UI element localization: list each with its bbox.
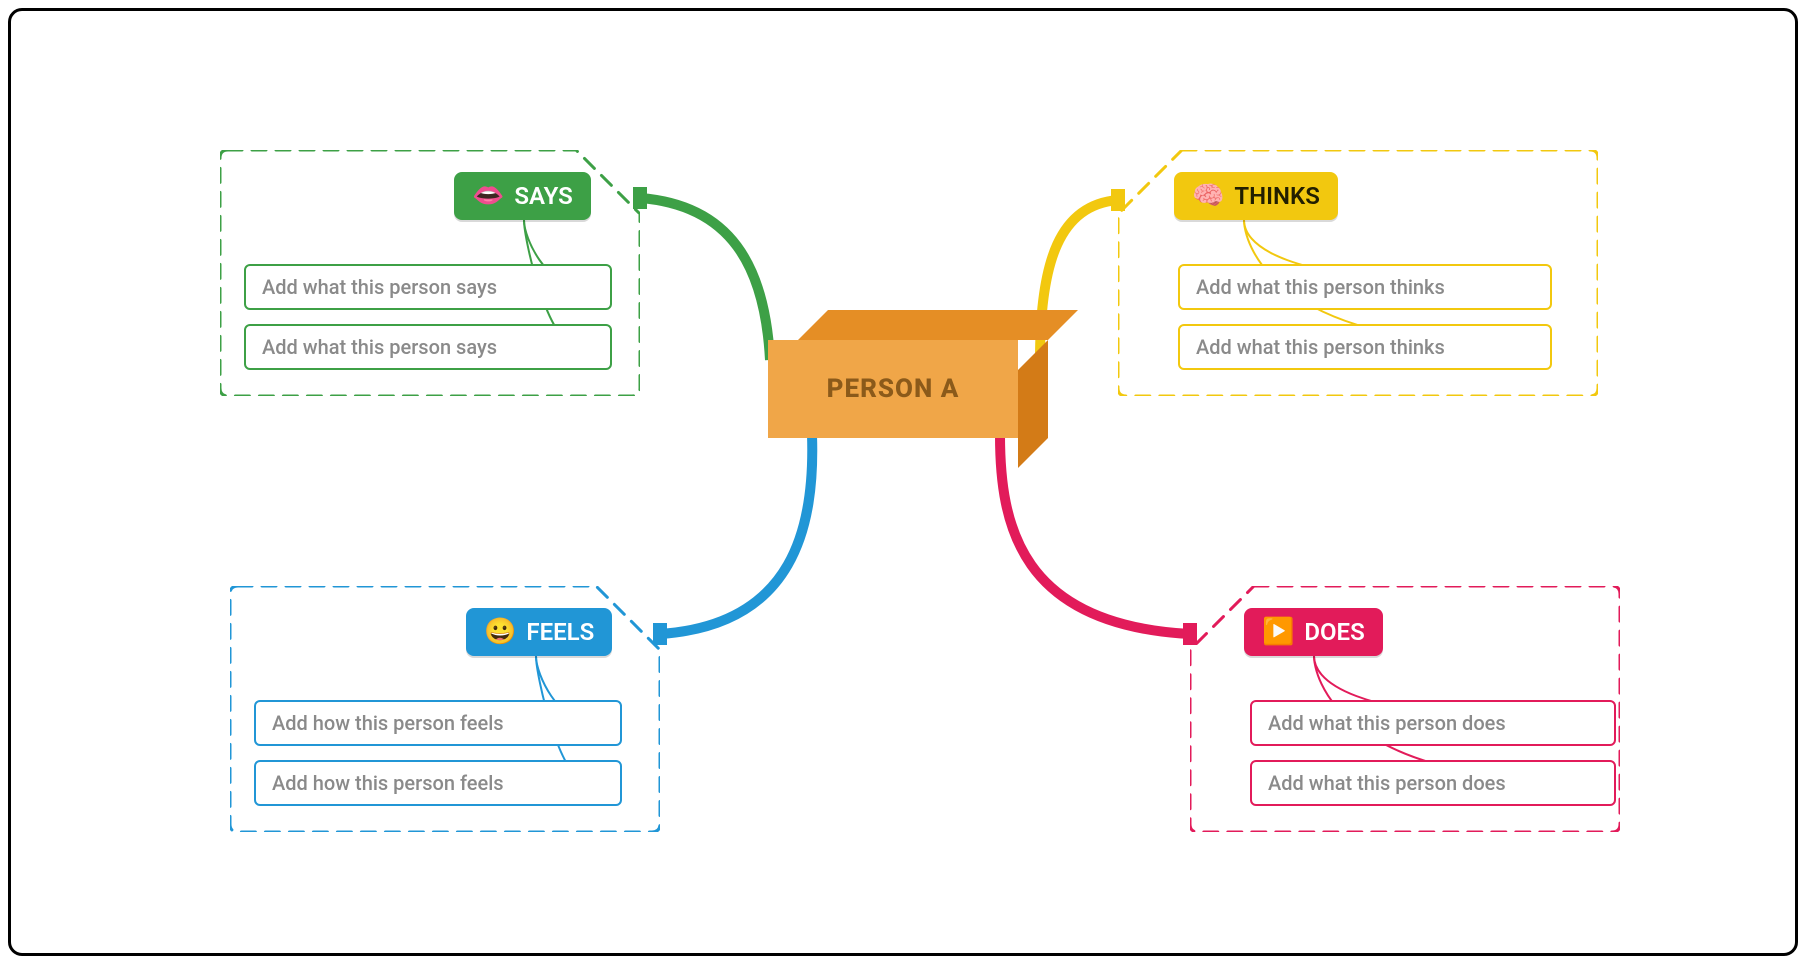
quadrant-item-text: Add what this person says	[262, 335, 497, 359]
quadrant-item-text: Add what this person thinks	[1196, 335, 1445, 359]
quadrant-item-text: Add what this person thinks	[1196, 275, 1445, 299]
says-tag[interactable]: 👄 SAYS	[454, 172, 591, 220]
thinks-tag[interactable]: 🧠 THINKS	[1174, 172, 1338, 220]
quadrant-does: ▶️ DOES Add what this person does Add wh…	[1190, 586, 1620, 832]
thinks-item-1[interactable]: Add what this person thinks	[1178, 324, 1552, 370]
quadrant-thinks: 🧠 THINKS Add what this person thinks Add…	[1118, 150, 1598, 396]
says-item-0[interactable]: Add what this person says	[244, 264, 612, 310]
quadrant-says: 👄 SAYS Add what this person says Add wha…	[220, 150, 640, 396]
does-tag[interactable]: ▶️ DOES	[1244, 608, 1383, 656]
smile-icon: 😀	[484, 619, 516, 645]
quadrant-item-text: Add what this person says	[262, 275, 497, 299]
quadrant-label: THINKS	[1234, 182, 1320, 210]
does-item-1[interactable]: Add what this person does	[1250, 760, 1616, 806]
persona-label: PERSON A	[768, 340, 1018, 438]
quadrant-item-text: Add how this person feels	[272, 711, 504, 735]
thinks-item-0[interactable]: Add what this person thinks	[1178, 264, 1552, 310]
feels-item-1[interactable]: Add how this person feels	[254, 760, 622, 806]
quadrant-item-text: Add what this person does	[1268, 771, 1506, 795]
does-item-0[interactable]: Add what this person does	[1250, 700, 1616, 746]
feels-tag[interactable]: 😀 FEELS	[466, 608, 612, 656]
says-item-1[interactable]: Add what this person says	[244, 324, 612, 370]
quadrant-feels: 😀 FEELS Add how this person feels Add ho…	[230, 586, 660, 832]
cube-top	[798, 310, 1078, 340]
play-icon: ▶️	[1262, 619, 1294, 645]
quadrant-label: FEELS	[526, 618, 594, 646]
lips-icon: 👄	[472, 183, 504, 209]
center-persona[interactable]: PERSON A	[768, 310, 1048, 438]
quadrant-item-text: Add what this person does	[1268, 711, 1506, 735]
brain-icon: 🧠	[1192, 183, 1224, 209]
feels-item-0[interactable]: Add how this person feels	[254, 700, 622, 746]
quadrant-item-text: Add how this person feels	[272, 771, 504, 795]
quadrant-label: DOES	[1304, 618, 1364, 646]
persona-cube: PERSON A	[768, 310, 1048, 438]
quadrant-label: SAYS	[514, 182, 572, 210]
